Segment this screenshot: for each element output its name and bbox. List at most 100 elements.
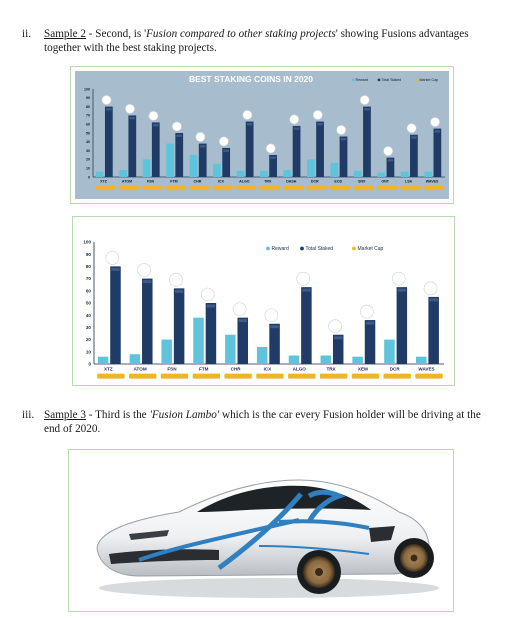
legend-marker-reward bbox=[351, 78, 355, 82]
market-cap-pill-dash bbox=[283, 185, 304, 191]
market-cap-pill-xtz bbox=[97, 373, 125, 379]
legend-marker-total-staked bbox=[300, 246, 304, 251]
bar-staked-atom bbox=[128, 115, 137, 177]
y-tick-label: 90 bbox=[86, 96, 90, 100]
bar-staked-snx bbox=[363, 106, 371, 177]
market-cap-pill-chr bbox=[189, 185, 210, 191]
bar-reward-icx bbox=[256, 346, 268, 364]
chart-best-staking-coins: 100 90 80 70 60 50 40 30 20 10 0 BEST STAKING COINS… bbox=[70, 66, 454, 204]
coin-icon-ftm bbox=[172, 121, 182, 132]
bar-staked-dcr bbox=[396, 287, 408, 364]
bar-reward-atom bbox=[119, 169, 128, 177]
bar-label-pill-fsn bbox=[152, 123, 159, 127]
coin-icon-trx bbox=[328, 319, 342, 334]
x-tick-label-xtz: XTZ bbox=[104, 367, 113, 372]
market-cap-pill-xem bbox=[351, 373, 380, 379]
bar-label-pill-chr bbox=[199, 145, 206, 148]
market-cap-pill-icx bbox=[256, 373, 284, 379]
sample-3-link[interactable]: Sample 3 bbox=[44, 409, 86, 421]
bar-staked-ont bbox=[386, 157, 395, 177]
coin-icon-waves bbox=[423, 281, 438, 296]
legend-reward: Reward bbox=[272, 246, 289, 252]
bar-label-pill-dcr bbox=[397, 288, 407, 292]
x-tick-label-dcr: DCR bbox=[311, 180, 319, 184]
bar-staked-fsn bbox=[151, 122, 160, 177]
market-cap-pill-atom bbox=[129, 373, 157, 379]
legend-total-staked: Total Staked bbox=[306, 246, 334, 252]
bar-reward-trx bbox=[260, 170, 268, 177]
bar-label-pill-ont bbox=[387, 159, 394, 162]
bar-reward-eos bbox=[330, 162, 339, 177]
coin-icon-chr bbox=[195, 132, 206, 142]
bar-reward-dcr bbox=[384, 339, 395, 364]
chart-2-panel: 100 90 80 70 60 50 40 30 20 10 0 Reward Total Staked… bbox=[76, 220, 451, 382]
coin-icon-trx bbox=[265, 143, 276, 154]
market-cap-pill-fsn bbox=[160, 373, 189, 379]
y-tick-label: 0 bbox=[88, 362, 91, 367]
market-cap-pill-lsk bbox=[400, 185, 421, 191]
bar-staked-icx bbox=[222, 147, 231, 177]
bar-staked-trx bbox=[332, 334, 344, 364]
coin-icon-ftm bbox=[200, 287, 215, 302]
bar-staked-dash bbox=[292, 125, 301, 177]
chart-title: BEST STAKING COINS IN 2020 bbox=[189, 74, 313, 84]
bar-reward-ont bbox=[377, 172, 386, 177]
bar-label-pill-atom bbox=[143, 280, 152, 284]
bar-label-pill-xem bbox=[365, 321, 375, 325]
market-cap-pill-xtz bbox=[95, 185, 116, 191]
y-tick-label: 70 bbox=[86, 276, 92, 281]
bar-label-pill-snx bbox=[364, 108, 370, 111]
x-tick-label-dash: DASH bbox=[286, 180, 297, 184]
bar-label-pill-xtz bbox=[111, 267, 120, 271]
x-tick-label-ont: ONT bbox=[381, 180, 389, 184]
y-tick-label: 20 bbox=[86, 337, 92, 342]
bar-reward-ftm bbox=[193, 317, 204, 364]
bar-reward-waves bbox=[424, 171, 433, 177]
bar-label-pill-ftm bbox=[176, 134, 183, 137]
x-tick-label-trx: TRX bbox=[264, 180, 272, 184]
x-tick-label-waves: WAVES bbox=[426, 180, 439, 184]
bar-staked-waves bbox=[433, 128, 442, 177]
legend-marker-reward bbox=[266, 246, 270, 251]
market-cap-pill-eos bbox=[330, 185, 351, 191]
bar-staked-chr bbox=[237, 317, 248, 364]
coin-icon-xem bbox=[360, 304, 374, 319]
y-tick-label: 40 bbox=[86, 313, 92, 318]
x-tick-label-eos: EOS bbox=[334, 180, 342, 184]
x-tick-label-ftm: FTM bbox=[199, 367, 209, 372]
market-cap-pill-trx bbox=[319, 373, 348, 379]
x-tick-label-chr: CHR bbox=[231, 367, 242, 372]
bar-staked-icx bbox=[269, 323, 280, 364]
x-tick-label-fsn: FSN bbox=[167, 367, 177, 372]
market-cap-pill-waves bbox=[423, 185, 445, 191]
bar-label-pill-atom bbox=[129, 116, 136, 120]
bar-staked-xem bbox=[364, 320, 376, 364]
bar-reward-trx bbox=[320, 355, 332, 364]
market-cap-pill-snx bbox=[353, 185, 374, 191]
legend-market-cap: Market Cap bbox=[420, 78, 439, 82]
coin-icon-icx bbox=[264, 308, 279, 323]
section-ii-title: Fusion compared to other staking project… bbox=[146, 28, 336, 40]
x-tick-label-atom: ATOM bbox=[134, 367, 147, 372]
x-tick-label-algo: ALGO bbox=[239, 180, 250, 184]
x-tick-label-ftm: FTM bbox=[170, 180, 177, 184]
bar-label-pill-xtz bbox=[105, 108, 112, 111]
y-tick-label: 30 bbox=[86, 325, 92, 330]
bar-label-pill-ftm bbox=[206, 304, 216, 308]
coin-icon-dcr bbox=[312, 110, 323, 120]
legend-total-staked: Total Staked bbox=[382, 78, 402, 82]
sample-2-link[interactable]: Sample 2 bbox=[44, 28, 86, 40]
coin-icon-ont bbox=[383, 146, 394, 156]
y-tick-label: 10 bbox=[86, 349, 92, 354]
market-cap-pill-waves bbox=[415, 373, 443, 379]
x-tick-label-snx: SNX bbox=[358, 180, 366, 184]
x-tick-label-atom: ATOM bbox=[122, 180, 132, 184]
bar-staked-dcr bbox=[316, 121, 324, 177]
bar-staked-waves bbox=[428, 296, 439, 364]
bar-staked-xtz bbox=[110, 266, 121, 364]
bar-staked-eos bbox=[339, 136, 348, 177]
section-ii-text: Sample 2 - Second, is 'Fusion compared t… bbox=[44, 28, 469, 54]
bar-label-pill-icx bbox=[223, 149, 230, 152]
bar-staked-ftm bbox=[205, 303, 217, 364]
